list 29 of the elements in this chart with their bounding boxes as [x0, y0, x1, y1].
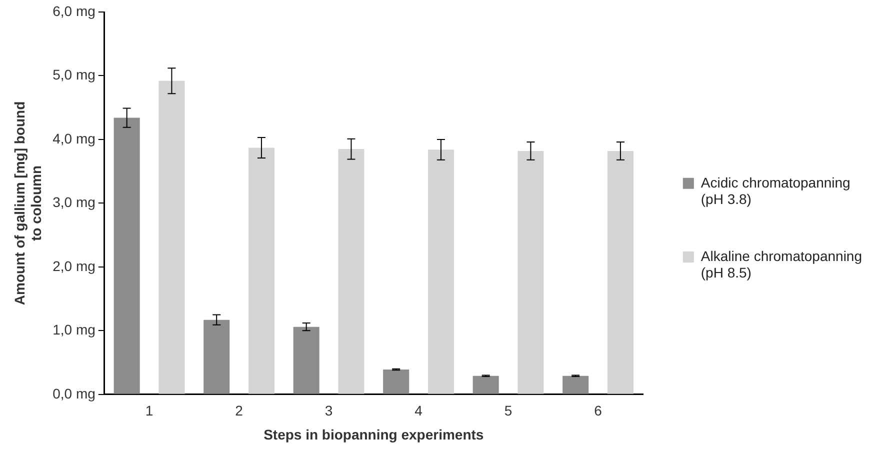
y-tick-label: 1,0 mg: [52, 322, 96, 338]
bar: [204, 320, 230, 394]
x-tick-label: 2: [235, 402, 244, 419]
x-axis-title: Steps in biopanning experiments: [264, 426, 484, 442]
y-tick-label: 2,0 mg: [52, 258, 96, 274]
y-tick-label: 5,0 mg: [52, 66, 96, 83]
x-tick-label: 4: [414, 402, 423, 419]
bar: [562, 376, 589, 394]
legend-label: Alkaline chromatopanning (pH 8.5): [700, 248, 862, 281]
legend-label: Acidic chromatopanning (pH 3.8): [700, 174, 850, 208]
y-tick-label: 3,0 mg: [52, 194, 96, 210]
bar: [472, 376, 499, 394]
bar: [338, 149, 364, 394]
bar: [293, 326, 320, 394]
y-tick-label: 6,0 mg: [52, 2, 96, 19]
y-axis-title: Amount of gallium [mg] bound to coloumn: [11, 101, 44, 306]
bar: [114, 118, 140, 394]
y-tick-label: 4,0 mg: [52, 130, 96, 146]
bar: [607, 150, 634, 394]
y-tick-label: 0,0 mg: [52, 385, 96, 402]
x-tick-label: 3: [324, 402, 333, 419]
x-tick-label: 6: [594, 402, 602, 419]
bar: [158, 80, 185, 394]
x-tick-label: 1: [145, 402, 154, 419]
x-tick-label: 5: [504, 402, 512, 419]
bar: [383, 370, 410, 394]
bar: [518, 150, 544, 394]
bar: [428, 150, 454, 394]
bar: [248, 148, 274, 394]
